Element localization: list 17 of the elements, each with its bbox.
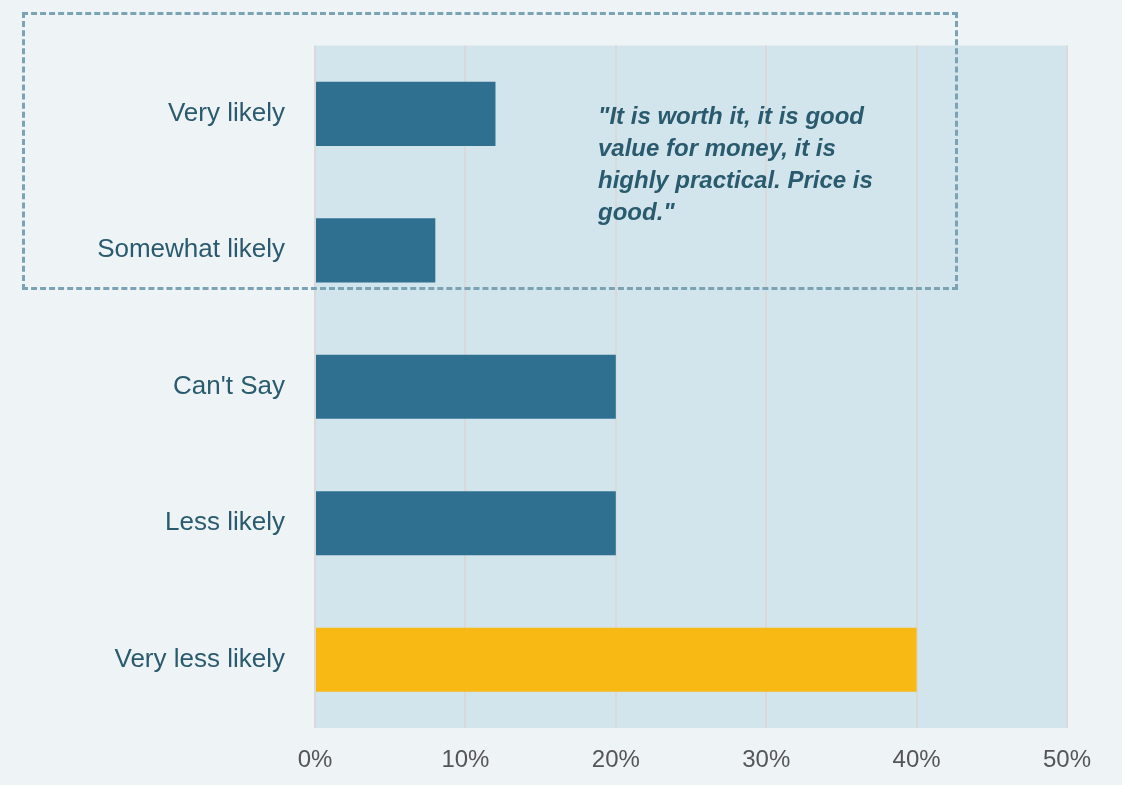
y-tick-label: Very likely <box>167 97 285 128</box>
bar <box>316 491 616 556</box>
y-tick-label: Can't Say <box>173 369 285 400</box>
x-tick-label: 0% <box>297 745 333 773</box>
y-tick-label: Very less likely <box>114 642 285 673</box>
y-tick-label: Less likely <box>165 506 285 537</box>
x-tick-label: 20% <box>591 745 640 773</box>
x-tick-label: 30% <box>742 745 791 773</box>
x-tick-label: 40% <box>892 745 941 773</box>
bar <box>316 354 616 419</box>
bar <box>316 627 917 692</box>
y-tick-label: Somewhat likely <box>97 233 285 264</box>
bar <box>316 218 436 283</box>
bar <box>316 81 496 146</box>
x-tick-label: 10% <box>441 745 490 773</box>
annotation: "It is worth it, it is good value for money, it is highly practical. Price is good." <box>597 101 873 225</box>
x-tick-label: 50% <box>1042 745 1092 773</box>
